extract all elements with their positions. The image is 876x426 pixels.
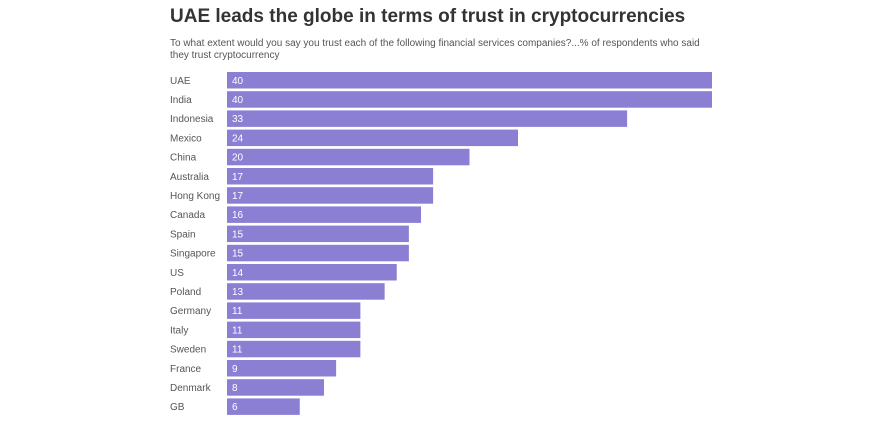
category-label: Hong Kong [170,191,220,202]
bar [227,72,712,89]
category-label: Italy [170,325,188,336]
value-label: 16 [232,210,244,221]
category-label: France [170,364,202,375]
category-label: China [170,153,197,164]
category-label: Indonesia [170,114,214,125]
bar [227,129,518,147]
value-label: 6 [232,402,238,413]
value-label: 24 [232,133,244,144]
value-label: 17 [232,191,244,202]
category-label: US [170,268,184,279]
value-label: 9 [232,364,238,375]
bar [227,321,361,339]
value-label: 8 [232,383,238,394]
value-label: 13 [232,287,244,298]
bar [227,244,409,262]
bar [227,225,409,243]
value-label: 40 [232,95,244,106]
category-label: UAE [170,76,191,87]
chart-title: UAE leads the globe in terms of trust in… [170,6,686,27]
value-label: 33 [232,114,244,125]
value-label: 15 [232,229,244,240]
category-label: Australia [170,172,209,183]
bar [227,91,712,108]
category-label: Mexico [170,133,202,144]
bar [227,168,434,185]
bar [227,283,385,300]
value-label: 11 [232,325,243,336]
category-label: GB [170,402,185,413]
bar [227,187,434,204]
category-label: India [170,95,192,106]
category-label: Denmark [170,383,212,394]
bar [227,379,324,396]
bar [227,302,361,319]
value-label: 20 [232,153,244,164]
chart-subtitle: To what extent would you say you trust e… [170,38,700,61]
bar [227,148,470,166]
value-label: 14 [232,268,244,279]
value-label: 40 [232,76,244,87]
category-label: Canada [170,210,205,221]
bar [227,340,361,358]
category-label: Singapore [170,249,216,260]
category-label: Poland [170,287,201,298]
value-label: 15 [232,249,244,260]
value-label: 11 [232,345,243,356]
bar [227,360,337,377]
bar [227,264,397,281]
bar [227,398,300,415]
bar [227,206,421,223]
category-label: Germany [170,306,211,317]
bar [227,110,628,127]
value-label: 11 [232,306,243,317]
category-label: Sweden [170,345,206,356]
value-label: 17 [232,172,244,183]
category-label: Spain [170,229,196,240]
